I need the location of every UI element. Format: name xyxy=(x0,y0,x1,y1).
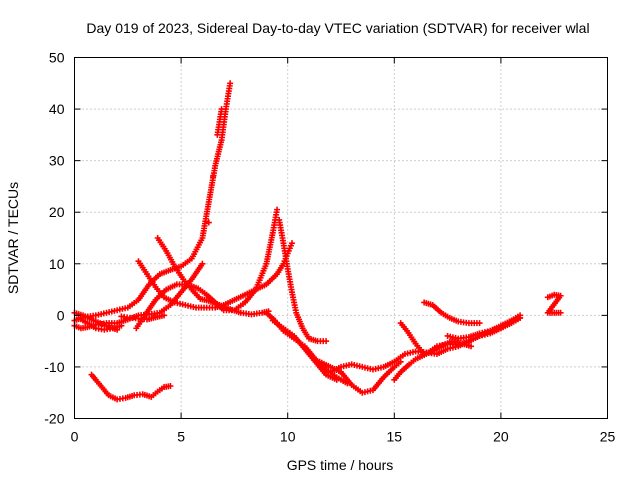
series-arc-low xyxy=(88,371,174,403)
series-arc-q xyxy=(444,314,524,342)
y-tick-label: -20 xyxy=(44,411,64,427)
data-point xyxy=(274,206,281,213)
axes: 0 5 10 15 20 25 -20 -10 0 10 20 30 40 50 xyxy=(44,50,615,445)
chart-title: Day 019 of 2023, Sidereal Day-to-day VTE… xyxy=(86,20,589,36)
data-point xyxy=(333,376,340,383)
y-tick-label: 0 xyxy=(57,307,65,323)
data-point xyxy=(468,343,475,350)
data-point xyxy=(557,309,564,316)
data-point xyxy=(476,320,483,327)
x-tick-label: 25 xyxy=(600,429,616,445)
plot-frame xyxy=(74,57,608,419)
data-point xyxy=(227,80,234,87)
data-point xyxy=(118,322,125,329)
series-arc-p xyxy=(421,299,483,327)
data-point xyxy=(205,219,212,226)
series-arc-o xyxy=(397,320,475,358)
y-axis-label: SDTVAR / TECUs xyxy=(5,182,21,294)
series-arc-g xyxy=(75,314,125,333)
series-arc-b xyxy=(71,80,234,324)
series-arc-m xyxy=(327,314,524,376)
series-arc-k xyxy=(269,317,340,383)
x-tick-label: 20 xyxy=(493,429,509,445)
data-point xyxy=(161,312,168,319)
series-arc-d xyxy=(135,240,295,311)
y-tick-label: 10 xyxy=(49,256,65,272)
series-arc-e xyxy=(154,235,272,318)
y-tick-label: 40 xyxy=(49,101,65,117)
x-axis-label: GPS time / hours xyxy=(287,457,394,473)
series-arc-i xyxy=(276,216,330,345)
x-tick-label: 10 xyxy=(280,429,296,445)
data-point xyxy=(517,314,524,321)
x-tick-label: 0 xyxy=(71,429,79,445)
x-tick-label: 15 xyxy=(387,429,403,445)
data-point xyxy=(167,383,174,390)
data-point xyxy=(323,338,330,345)
series-arc-h xyxy=(118,312,168,323)
x-tick-label: 5 xyxy=(177,429,185,445)
y-tick-label: 30 xyxy=(49,153,65,169)
data-series xyxy=(71,80,564,403)
y-tick-label: 20 xyxy=(49,204,65,220)
series-arc-r xyxy=(544,291,564,316)
y-tick-label: 50 xyxy=(49,50,65,66)
data-point xyxy=(199,260,206,267)
data-point xyxy=(288,240,295,247)
y-tick-label: -10 xyxy=(44,359,64,375)
